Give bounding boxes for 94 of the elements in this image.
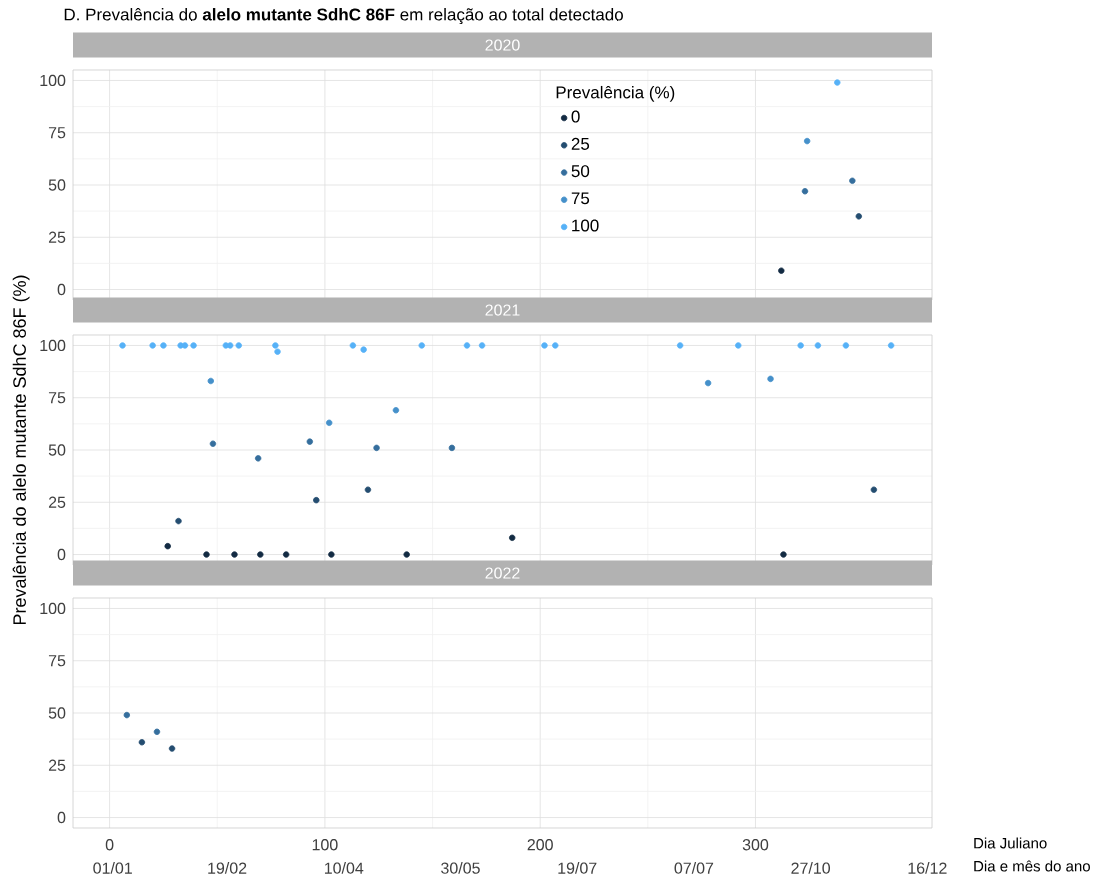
point [392,407,400,414]
point [231,551,238,558]
x2-tick-label: 16/12 [908,862,947,874]
point [119,342,126,349]
point [887,342,895,349]
y-tick-label: 0 [57,811,66,824]
point [181,342,189,349]
point [855,213,863,220]
point [313,496,320,504]
point [463,342,471,349]
point [801,188,809,195]
x-tick-label: 200 [527,839,553,851]
chart-subtitle: 2021 [485,304,520,316]
y-tick-label: 100 [40,74,66,87]
point [164,542,171,550]
point [403,551,410,558]
point [123,711,131,719]
chart-subtitle: 2020 [485,39,520,51]
point [364,486,372,493]
x2-tick-label: 01/01 [93,862,132,874]
y-tick-label: 75 [48,392,66,404]
chart-title: D. Prevalência do alelo mutante SdhC 86F em relação ao total detectado [64,7,623,24]
point [175,517,182,525]
y-tick-label: 25 [48,759,66,771]
point [138,739,146,746]
point [373,444,380,452]
x2-tick-label: 27/10 [791,862,831,874]
point [418,342,425,349]
y-tick-label: 50 [48,444,66,456]
point [254,455,262,462]
y-tick-label: 100 [40,602,66,615]
y-tick-label: 100 [40,339,66,352]
x2-axis-title: Dia e mês do ano [974,860,1090,872]
point [149,342,156,349]
point [349,342,357,349]
x2-tick-label: 10/04 [324,862,364,874]
point [326,419,333,427]
point [508,534,516,542]
x-axis-title: Dia Juliano [974,837,1047,849]
point [834,79,841,86]
x-tick-label: 100 [312,839,338,851]
point [767,375,774,383]
legend-label: 0 [571,110,580,123]
point [814,342,822,349]
point [735,342,742,349]
x2-tick-label: 19/07 [558,862,597,874]
y-tick-label: 25 [48,496,66,508]
point [190,342,197,349]
point [207,377,214,385]
point [274,348,281,355]
chart-subtitle: 2022 [485,567,520,579]
point [360,346,367,353]
point [541,342,548,349]
point [704,379,712,387]
y-tick-label: 50 [48,179,66,191]
y-tick-label: 75 [48,127,66,139]
point [160,342,167,349]
y-tick-label: 75 [48,655,66,667]
legend-label: 50 [571,165,590,178]
legend-label: 25 [571,137,590,150]
point [448,444,456,452]
point [870,486,878,493]
y-tick-label: 25 [48,231,66,243]
point [168,745,176,752]
y-tick-label: 0 [57,283,66,296]
point [552,342,559,349]
x-tick-label: 300 [742,839,769,851]
x2-tick-label: 07/07 [674,862,714,874]
point [272,342,279,349]
point [257,551,264,558]
legend-title: Prevalência (%) [556,85,675,102]
y-tick-label: 50 [48,707,66,719]
point [306,438,314,445]
legend-label: 100 [572,219,599,232]
x-tick-label: 0 [105,839,114,851]
point [235,342,242,349]
point [203,551,210,558]
x2-tick-label: 30/05 [441,862,480,874]
point [153,728,161,736]
point [328,551,335,558]
x2-tick-label: 19/02 [208,862,247,874]
point [778,267,785,274]
point [676,342,684,349]
point [849,177,856,185]
point [282,551,290,558]
point [780,551,787,558]
y-axis-title: Prevalência do alelo mutante SdhC 86F (%) [12,275,30,625]
point [842,342,850,349]
point [803,137,811,145]
point [209,440,217,447]
y-tick-label: 0 [57,548,66,561]
point [478,342,486,349]
legend-label: 75 [571,192,590,205]
point [797,342,804,349]
